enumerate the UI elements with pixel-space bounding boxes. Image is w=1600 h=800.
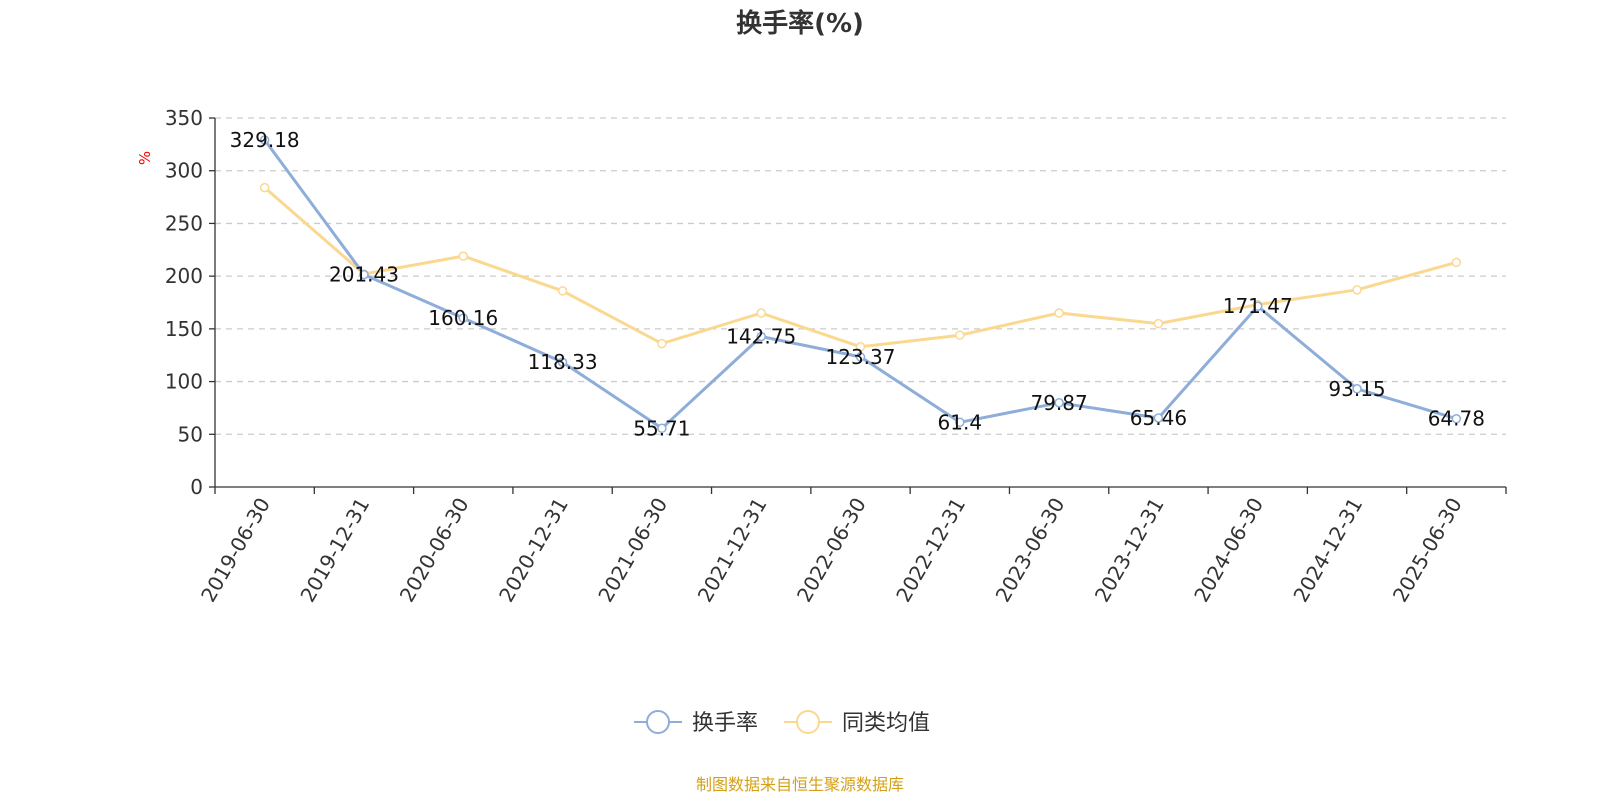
y-tick-label: 250 xyxy=(165,211,203,235)
data-label: 64.78 xyxy=(1428,407,1485,431)
legend-label: 换手率 xyxy=(692,711,758,736)
chart-title: 换手率(%) xyxy=(736,8,864,39)
series-lines xyxy=(263,139,1457,430)
source-note: 制图数据来自恒生聚源数据库 xyxy=(696,775,904,794)
y-tick-label: 350 xyxy=(165,106,203,130)
series-0-point[interactable] xyxy=(359,269,369,280)
legend[interactable]: 换手率 同类均值 xyxy=(634,710,930,736)
x-tick-label: 2023-12-31 xyxy=(1090,494,1169,607)
series-1-point[interactable] xyxy=(458,251,469,261)
data-label: 61.4 xyxy=(938,410,983,434)
x-tick-label: 2020-12-31 xyxy=(494,494,573,607)
x-tick-label: 2025-06-30 xyxy=(1388,494,1467,607)
series-1-point[interactable] xyxy=(557,286,568,296)
legend-marker xyxy=(646,710,670,734)
x-tick-label: 2024-06-30 xyxy=(1189,494,1268,607)
series-0-point[interactable] xyxy=(1252,301,1263,311)
legend-label: 同类均值 xyxy=(842,711,930,736)
series-0-point[interactable] xyxy=(259,135,270,145)
legend-item-1[interactable]: 同类均值 xyxy=(784,710,930,736)
series-0-point[interactable] xyxy=(855,352,866,362)
series-1-point[interactable] xyxy=(756,308,766,318)
x-tick-label: 2021-12-31 xyxy=(693,494,772,607)
legend-item-0[interactable]: 换手率 xyxy=(634,710,758,736)
legend-marker xyxy=(796,710,820,734)
x-tick-label: 2021-06-30 xyxy=(593,494,672,607)
y-axis-unit: % xyxy=(136,151,154,165)
series-0-point[interactable] xyxy=(955,417,965,428)
series-0-point[interactable] xyxy=(1153,413,1164,423)
data-label: 65.46 xyxy=(1130,406,1187,430)
data-label: 118.33 xyxy=(528,350,598,374)
series-1-point[interactable] xyxy=(1451,257,1462,268)
data-label: 79.87 xyxy=(1030,391,1087,415)
y-tick-label: 200 xyxy=(165,264,203,288)
y-tick-label: 0 xyxy=(190,475,203,499)
y-tick-label: 150 xyxy=(165,317,203,341)
series-0-point[interactable] xyxy=(1054,398,1064,408)
series-1-point[interactable] xyxy=(1352,285,1362,295)
y-tick-label: 100 xyxy=(165,370,203,394)
series-line-0 xyxy=(263,139,1457,430)
data-label: 160.16 xyxy=(428,306,498,330)
series-1-point[interactable] xyxy=(855,342,866,352)
series-1-point[interactable] xyxy=(1054,308,1064,318)
data-label: 329.18 xyxy=(230,128,300,152)
series-0-point[interactable] xyxy=(756,331,766,342)
x-tick-label: 2022-12-31 xyxy=(891,493,970,606)
y-tick-label: 300 xyxy=(165,159,203,183)
series-1-point[interactable] xyxy=(657,338,667,349)
data-label: 201.43 xyxy=(329,263,399,287)
data-label: 171.47 xyxy=(1223,294,1293,318)
x-tick-label: 2019-12-31 xyxy=(295,494,374,607)
series-0-point[interactable] xyxy=(1352,384,1362,394)
x-tick-label: 2023-06-30 xyxy=(991,494,1070,607)
series-0-point[interactable] xyxy=(557,357,568,367)
series-0-point[interactable] xyxy=(657,423,667,434)
data-label: 142.75 xyxy=(726,325,796,349)
x-tick-label: 2022-06-30 xyxy=(792,494,871,607)
y-tick-label: 50 xyxy=(178,422,203,446)
series-0-point[interactable] xyxy=(1451,413,1462,424)
series-1-point[interactable] xyxy=(259,182,270,193)
x-tick-label: 2020-06-30 xyxy=(395,494,474,607)
series-points xyxy=(259,135,1462,434)
data-label: 123.37 xyxy=(826,345,896,369)
series-0-point[interactable] xyxy=(458,313,469,323)
data-label: 55.71 xyxy=(633,416,690,440)
data-label: 93.15 xyxy=(1328,377,1385,401)
x-tick-label: 2019-06-30 xyxy=(196,494,275,607)
series-1-point[interactable] xyxy=(1153,318,1164,329)
x-tick-label: 2024-12-31 xyxy=(1288,494,1367,607)
grid-lines xyxy=(215,117,1506,435)
data-labels: 329.18 201.43 160.16 118.33 55.71 142.75 123.3… xyxy=(230,128,1485,440)
series-1-point[interactable] xyxy=(955,330,965,340)
